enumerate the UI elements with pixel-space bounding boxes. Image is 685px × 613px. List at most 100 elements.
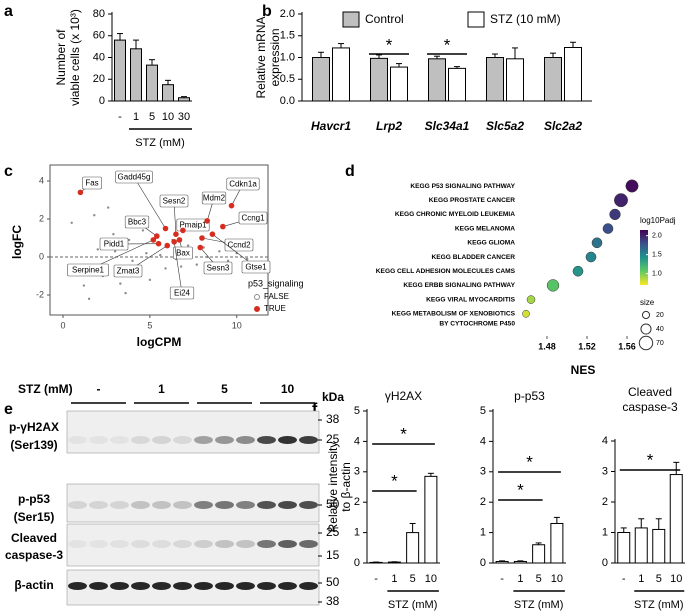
blot-strip [66, 483, 320, 523]
y-tick-label: 5 [480, 405, 486, 417]
band [173, 436, 192, 444]
label-box [169, 286, 195, 300]
panel-label: a [4, 3, 13, 20]
y-tick-label: 40 [93, 51, 105, 63]
point [226, 259, 230, 263]
x-axis-label: NES [571, 363, 596, 377]
x-tick-label: 30 [178, 111, 190, 123]
point [199, 235, 205, 241]
x-tick-label: 1 [517, 573, 523, 585]
marker-label: 25 [326, 525, 340, 539]
point [82, 284, 86, 287]
band [68, 501, 87, 509]
band [257, 436, 276, 444]
point [93, 213, 96, 217]
point [148, 278, 152, 282]
legend-title: log10Padj [640, 216, 676, 225]
significance-star: * [400, 424, 407, 443]
size-key [640, 323, 652, 335]
y-tick-label: 2 [39, 213, 44, 223]
point-label: Serpine1 [72, 266, 105, 275]
dot [625, 179, 639, 193]
dot [526, 295, 536, 304]
band [68, 582, 87, 590]
point [127, 238, 131, 242]
y-tick-label: 1 [602, 526, 608, 538]
x-tick-label: 1 [638, 573, 644, 585]
bar [406, 532, 420, 564]
colorbar-label: 1.0 [652, 270, 662, 277]
leader-line [173, 241, 183, 294]
y-tick-label: 20 [93, 73, 105, 85]
y-tick-label: 0 [602, 557, 608, 569]
x-tick-label: 1.52 [578, 341, 596, 351]
band [89, 436, 108, 444]
size-label: 70 [656, 340, 664, 347]
point [159, 253, 162, 257]
point-label: Pidd1 [104, 240, 125, 249]
point-label: Gadd45g [118, 173, 151, 182]
band [173, 582, 192, 590]
y-tick-label: 2.0 [280, 8, 295, 20]
x-tick-label: 10 [425, 573, 437, 585]
band [89, 582, 108, 590]
y-tick-label: 4 [39, 175, 44, 185]
band [257, 501, 276, 509]
category-label: KEGG MELANOMA [455, 225, 515, 232]
point [245, 257, 249, 261]
x-tick-label: 5 [149, 111, 155, 123]
bar [146, 64, 158, 102]
point-label: Gtse1 [245, 263, 267, 272]
legend-label: TRUE [264, 304, 286, 313]
chart-title: p-p53 [514, 389, 545, 403]
dot [591, 237, 603, 249]
significance-star: * [647, 450, 654, 469]
point [119, 282, 122, 285]
category-label: KEGG GLIOMA [467, 240, 515, 247]
point-label: Bax [176, 249, 190, 258]
significance-star: * [391, 471, 398, 490]
y-tick-label: 0.0 [280, 95, 295, 107]
y-tick-label: 0 [99, 95, 105, 107]
legend-swatch [342, 11, 360, 28]
bar [370, 57, 388, 102]
label-box [173, 246, 193, 260]
band [131, 436, 150, 444]
band [194, 582, 213, 590]
band [68, 540, 87, 548]
legend-marker [254, 306, 260, 312]
band [299, 540, 318, 548]
x-tick-label: 1 [391, 573, 397, 585]
lane-label: 10 [281, 382, 295, 396]
x-tick-label: 5 [656, 573, 662, 585]
band [215, 501, 234, 509]
point [209, 231, 216, 238]
x-tick-label: Havcr1 [311, 119, 351, 133]
x-tick-label: 5 [536, 573, 542, 585]
band [236, 540, 255, 548]
chart-title: Cleaved [628, 385, 672, 399]
y-tick-label: 80 [93, 8, 105, 20]
bar [428, 58, 446, 102]
point [113, 250, 117, 253]
bar [544, 57, 562, 102]
band [89, 501, 108, 509]
band [68, 436, 87, 444]
y-tick-label: 0 [39, 251, 44, 261]
y-tick-label: 3 [354, 466, 360, 478]
point [131, 259, 134, 263]
marker-label: 15 [326, 548, 340, 562]
x-tick-label: 10 [670, 573, 682, 585]
size-key [638, 335, 654, 351]
point-label: Ei24 [174, 289, 191, 298]
panel-label: d [345, 163, 355, 180]
y-tick-label: 2 [480, 496, 486, 508]
point [164, 242, 171, 249]
point-label: Pmaip1 [179, 221, 207, 230]
label-box [238, 211, 268, 225]
band [215, 436, 234, 444]
significance-star: * [386, 35, 393, 54]
dot [609, 208, 621, 221]
bar [390, 66, 408, 102]
colorbar [640, 230, 648, 285]
